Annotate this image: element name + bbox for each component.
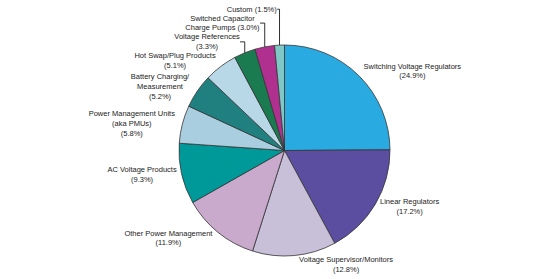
svg-text:Voltage References(3.3%): Voltage References(3.3%) (174, 32, 240, 51)
svg-text:Battery Charging/Measurement(5: Battery Charging/Measurement(5.2%) (131, 72, 190, 101)
svg-text:Linear Regulators(17.2%): Linear Regulators(17.2%) (380, 197, 439, 216)
svg-text:AC Voltage Products(9.3%): AC Voltage Products(9.3%) (107, 165, 176, 184)
svg-text:Switched CapacitorCharge Pumps: Switched CapacitorCharge Pumps (3.0%) (185, 14, 260, 33)
svg-text:Other Power Management(11.9%): Other Power Management(11.9%) (124, 229, 213, 248)
svg-text:Voltage Supervisor/Monitors(12: Voltage Supervisor/Monitors(12.8%) (299, 255, 393, 274)
svg-text:Hot Swap/Plug Products(5.1%): Hot Swap/Plug Products(5.1%) (134, 51, 216, 70)
svg-text:Power Management Units(aka PMU: Power Management Units(aka PMUs)(5.8%) (89, 109, 176, 137)
svg-text:Custom (1.5%): Custom (1.5%) (227, 5, 278, 14)
svg-text:Switching Voltage Regulators(2: Switching Voltage Regulators(24.9%) (364, 62, 462, 81)
